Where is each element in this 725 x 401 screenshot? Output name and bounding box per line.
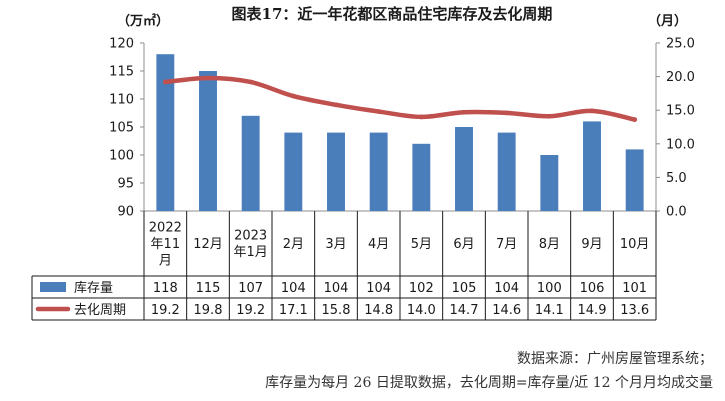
table-cell-inventory: 115 bbox=[196, 281, 221, 296]
table-cell-inventory: 118 bbox=[153, 281, 178, 296]
bar-inventory bbox=[412, 143, 431, 211]
left-tick-label: 95 bbox=[117, 177, 134, 192]
table-cell-turnover: 14.8 bbox=[364, 303, 393, 318]
bar-inventory bbox=[369, 132, 388, 211]
line-point-turnover bbox=[418, 114, 424, 120]
line-point-turnover bbox=[333, 102, 339, 108]
left-tick-label: 100 bbox=[109, 149, 134, 164]
table-cell-turnover: 14.6 bbox=[492, 303, 521, 318]
left-axis-unit: （万㎡） bbox=[117, 13, 169, 29]
table-cell-inventory: 102 bbox=[409, 281, 434, 296]
table-cell-inventory: 105 bbox=[452, 281, 477, 296]
right-axis-unit: （月） bbox=[648, 13, 687, 29]
bar-inventory bbox=[540, 155, 559, 211]
x-tick-label: 年1月 bbox=[234, 245, 268, 260]
left-tick-label: 115 bbox=[109, 65, 134, 80]
bar-inventory bbox=[455, 127, 473, 211]
left-tick-label: 120 bbox=[109, 37, 134, 52]
table-cell-inventory: 107 bbox=[238, 281, 263, 296]
right-tick-label: 15.0 bbox=[666, 104, 695, 119]
legend-label-turnover: 去化周期 bbox=[74, 303, 126, 318]
x-tick-label: 月 bbox=[159, 253, 172, 268]
table-cell-turnover: 14.0 bbox=[407, 303, 436, 318]
line-point-turnover bbox=[376, 109, 382, 114]
bar-inventory bbox=[625, 149, 644, 211]
table-cell-inventory: 104 bbox=[324, 281, 349, 296]
table-cell-turnover: 14.9 bbox=[578, 303, 607, 318]
line-point-turnover bbox=[162, 79, 168, 85]
line-point-turnover bbox=[205, 75, 211, 81]
right-tick-label: 10.0 bbox=[666, 137, 695, 152]
definition-note: 库存量为每月 26 日提取数据，去化周期=库存量/近 12 个月月均成交量 bbox=[265, 375, 713, 391]
x-tick-label: 2022 bbox=[149, 220, 182, 235]
table-cell-inventory: 104 bbox=[494, 281, 519, 296]
legend-swatch-inventory bbox=[40, 282, 66, 292]
right-tick-label: 25.0 bbox=[666, 37, 695, 52]
table-cell-inventory: 101 bbox=[622, 281, 647, 296]
line-point-turnover bbox=[504, 110, 510, 116]
table-cell-turnover: 14.1 bbox=[535, 303, 564, 318]
line-point-turnover bbox=[589, 108, 595, 114]
table-cell-turnover: 15.8 bbox=[322, 303, 351, 318]
right-tick-label: 5.0 bbox=[666, 171, 687, 186]
x-tick-label: 年11 bbox=[151, 237, 181, 252]
table-cell-turnover: 19.2 bbox=[236, 303, 265, 318]
line-point-turnover bbox=[290, 93, 296, 99]
x-tick-label: 2023 bbox=[234, 229, 267, 244]
x-tick-label: 2月 bbox=[283, 237, 304, 252]
line-point-turnover bbox=[248, 79, 254, 85]
table-cell-inventory: 104 bbox=[366, 281, 391, 296]
table-cell-turnover: 14.7 bbox=[450, 303, 479, 318]
table-cell-inventory: 100 bbox=[537, 281, 562, 296]
x-tick-label: 4月 bbox=[368, 237, 389, 252]
data-source-note: 数据来源：广州房屋管理系统； bbox=[517, 351, 713, 367]
x-tick-label: 10月 bbox=[620, 237, 650, 252]
bar-inventory bbox=[199, 71, 217, 211]
bar-inventory bbox=[497, 132, 516, 211]
x-tick-label: 12月 bbox=[193, 237, 223, 252]
line-point-turnover bbox=[461, 109, 467, 115]
chart-title: 图表17：近一年花都区商品住宅库存及去化周期 bbox=[232, 5, 553, 23]
table-cell-inventory: 106 bbox=[580, 281, 605, 296]
bar-inventory bbox=[284, 132, 303, 211]
left-tick-label: 90 bbox=[117, 205, 134, 220]
x-tick-label: 6月 bbox=[453, 237, 474, 252]
left-tick-label: 110 bbox=[109, 93, 134, 108]
bar-inventory bbox=[156, 54, 175, 212]
x-tick-label: 9月 bbox=[581, 237, 602, 252]
right-tick-label: 20.0 bbox=[666, 70, 695, 85]
x-tick-label: 5月 bbox=[411, 237, 432, 252]
x-tick-label: 7月 bbox=[496, 237, 517, 252]
x-tick-label: 8月 bbox=[539, 237, 560, 252]
line-turnover-cycle bbox=[163, 75, 637, 122]
table-cell-turnover: 19.2 bbox=[151, 303, 180, 318]
table-cell-turnover: 13.6 bbox=[620, 303, 649, 318]
bar-inventory bbox=[583, 121, 601, 211]
table-cell-inventory: 104 bbox=[281, 281, 306, 296]
table-cell-turnover: 17.1 bbox=[279, 303, 308, 318]
line-point-turnover bbox=[546, 113, 552, 119]
bar-inventory bbox=[327, 132, 345, 211]
table-cell-turnover: 19.8 bbox=[194, 303, 223, 318]
bar-inventory bbox=[241, 115, 260, 211]
x-tick-label: 3月 bbox=[325, 237, 346, 252]
legend-label-inventory: 库存量 bbox=[74, 280, 113, 296]
left-tick-label: 105 bbox=[109, 121, 134, 136]
line-point-turnover bbox=[632, 117, 638, 123]
right-tick-label: 0.0 bbox=[666, 205, 687, 220]
